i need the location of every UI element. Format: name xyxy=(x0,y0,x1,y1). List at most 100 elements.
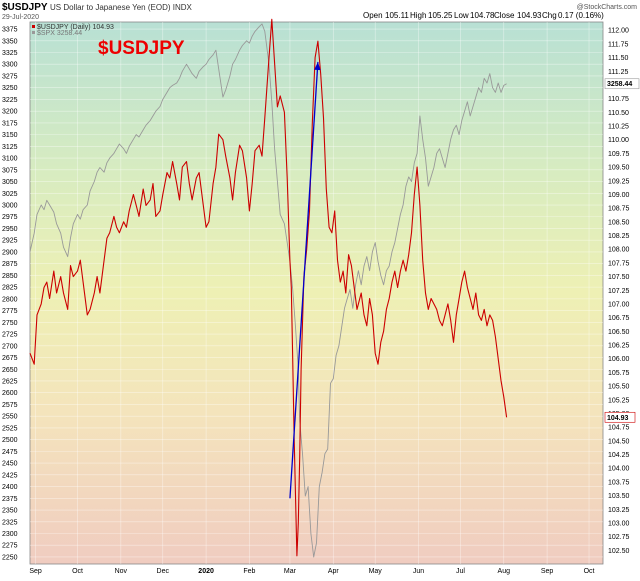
right-axis-tick-label: 106.00 xyxy=(608,356,630,363)
left-axis-tick-label: 2425 xyxy=(2,472,18,479)
left-axis-tick-label: 3100 xyxy=(2,156,18,163)
x-axis-tick-label: Sep xyxy=(541,568,554,575)
left-axis-tick-label: 2275 xyxy=(2,543,18,550)
x-axis-tick-label: Jun xyxy=(413,568,424,575)
left-axis-tick-label: 2900 xyxy=(2,249,18,256)
left-axis-tick-label: 2800 xyxy=(2,296,18,303)
legend: $USDJPY (Daily) 104.93 $SPX 3258.44 xyxy=(32,24,114,37)
left-axis-tick-label: 3175 xyxy=(2,120,18,127)
left-axis-tick-label: 3375 xyxy=(2,27,18,34)
right-axis-tick-label: 106.75 xyxy=(608,315,630,322)
left-axis-tick-label: 3125 xyxy=(2,144,18,151)
legend-swatch-usdjpy xyxy=(32,25,35,28)
gridlines xyxy=(30,22,603,564)
left-axis-tick-label: 2575 xyxy=(2,402,18,409)
x-axis-tick-label: Nov xyxy=(115,568,128,575)
last-value-labels: 3258.44 104.93 xyxy=(604,78,640,423)
left-axis-tick-label: 3050 xyxy=(2,179,18,186)
left-axis-tick-label: 2850 xyxy=(2,273,18,280)
right-axis-tick-label: 102.50 xyxy=(608,548,630,555)
left-axis-tick-label: 2375 xyxy=(2,496,18,503)
right-axis-tick-label: 111.75 xyxy=(608,41,628,48)
right-axis-tick-label: 104.50 xyxy=(608,438,630,445)
x-axis-tick-label: Dec xyxy=(157,568,170,575)
left-axis-tick-label: 3075 xyxy=(2,167,18,174)
left-axis-tick-label: 3300 xyxy=(2,62,18,69)
left-axis-tick-label: 2525 xyxy=(2,425,18,432)
trend-arrow-line xyxy=(289,61,319,499)
ohlc-stats: Open 105.11 High 105.25 Low 104.78 Close… xyxy=(363,11,604,20)
quote-date: 29-Jul-2020 xyxy=(2,14,39,21)
left-axis-tick-label: 2650 xyxy=(2,367,18,374)
left-axis-tick-label: 3325 xyxy=(2,50,18,57)
right-axis-tick-label: 105.50 xyxy=(608,384,630,391)
x-axis-tick-label: May xyxy=(369,568,383,575)
low-value: 104.78 xyxy=(470,11,495,20)
usdjpy-last-value: 104.93 xyxy=(607,415,629,422)
right-axis-tick-label: 106.50 xyxy=(608,329,630,336)
symbol-description: US Dollar to Japanese Yen (EOD) INDX xyxy=(50,3,193,12)
x-axis-ticks: Sep Oct Nov Dec 2020 Feb Mar Apr May Jun Jul Aug Sep… xyxy=(29,568,594,575)
usdjpy-last-value-box xyxy=(604,411,636,423)
chg-label: Chg xyxy=(542,11,557,20)
right-axis-tick-label: 104.25 xyxy=(608,452,630,459)
left-axis-tick-label: 2300 xyxy=(2,531,18,538)
right-axis-ticks: 102.50 102.75 103.00 103.25 103.50 103.75 104.… xyxy=(608,28,630,555)
left-axis-tick-label: 2625 xyxy=(2,378,18,385)
left-axis-tick-label: 2700 xyxy=(2,343,18,350)
x-axis-tick-label: Oct xyxy=(584,568,595,575)
right-axis-tick-label: 110.50 xyxy=(608,110,629,117)
right-axis-tick-label: 104.75 xyxy=(608,425,630,432)
left-axis-tick-label: 2450 xyxy=(2,461,18,468)
left-axis-tick-label: 2550 xyxy=(2,414,18,421)
left-axis-tick-label: 2500 xyxy=(2,437,18,444)
left-axis-tick-label: 2975 xyxy=(2,214,18,221)
left-axis-tick-label: 2875 xyxy=(2,261,18,268)
x-axis-tick-label: Sep xyxy=(29,568,42,575)
close-label: Close xyxy=(494,11,515,20)
right-axis-tick-label: 107.75 xyxy=(608,260,630,267)
symbol-annotation: $USDJPY xyxy=(98,38,185,59)
x-axis-tick-label: Oct xyxy=(72,568,83,575)
left-axis-tick-label: 2475 xyxy=(2,449,18,456)
right-axis-tick-label: 111.25 xyxy=(608,69,628,76)
left-axis-tick-label: 2350 xyxy=(2,508,18,515)
legend-usdjpy: $USDJPY (Daily) 104.93 xyxy=(37,24,114,31)
left-axis-tick-label: 3150 xyxy=(2,132,18,139)
x-axis-tick-label: Aug xyxy=(498,568,511,575)
right-axis-tick-label: 110.25 xyxy=(608,124,629,131)
left-axis-tick-label: 2775 xyxy=(2,308,18,315)
high-value: 105.25 xyxy=(428,11,453,20)
x-axis-tick-label: Apr xyxy=(328,568,340,575)
plot-area xyxy=(29,21,604,565)
spx-line xyxy=(29,23,507,558)
x-axis-tick-label: 2020 xyxy=(198,568,214,575)
right-axis-tick-label: 102.75 xyxy=(608,534,630,541)
open-value: 105.11 xyxy=(385,11,409,20)
left-axis-tick-label: 2950 xyxy=(2,226,18,233)
right-axis-tick-label: 103.25 xyxy=(608,507,630,514)
left-axis-tick-label: 3200 xyxy=(2,109,18,116)
left-axis-tick-label: 2325 xyxy=(2,519,18,526)
left-axis-tick-label: 3000 xyxy=(2,203,18,210)
right-axis-tick-label: 108.00 xyxy=(608,247,630,254)
right-axis-tick-label: 109.50 xyxy=(608,165,630,172)
watermark: @StockCharts.com xyxy=(577,4,638,11)
right-axis-tick-label: 108.75 xyxy=(608,206,630,213)
legend-spx: $SPX 3258.44 xyxy=(37,30,82,37)
left-axis-tick-label: 3275 xyxy=(2,73,18,80)
right-axis-tick-label: 104.00 xyxy=(608,466,630,473)
right-axis-tick-label: 109.25 xyxy=(608,178,630,185)
spx-last-value: 3258.44 xyxy=(607,81,632,88)
right-axis-tick-label: 107.00 xyxy=(608,301,630,308)
right-axis-tick-label: 110.00 xyxy=(608,137,629,144)
usdjpy-line xyxy=(29,18,508,557)
right-axis-tick-label: 107.50 xyxy=(608,274,630,281)
left-axis-tick-label: 3025 xyxy=(2,191,18,198)
right-axis-tick-label: 105.25 xyxy=(608,397,630,404)
right-axis-tick-label: 109.75 xyxy=(608,151,630,158)
symbol-title: $USDJPY xyxy=(2,2,48,13)
right-axis-tick-label: 107.25 xyxy=(608,288,630,295)
